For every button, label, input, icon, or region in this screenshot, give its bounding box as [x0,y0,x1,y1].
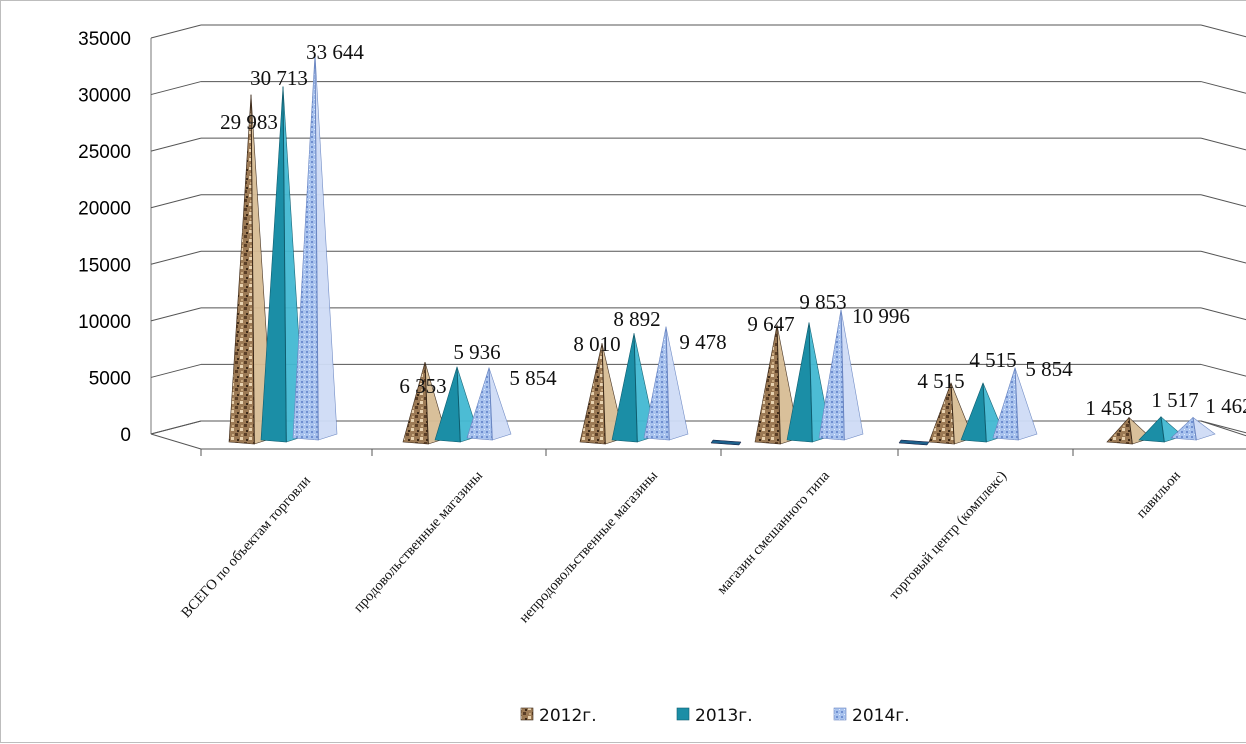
pyramid-edge [808,322,813,443]
data-label: 4 515 [969,348,1016,372]
data-label: 10 996 [852,304,910,328]
gridline-right-slant [1200,307,1246,321]
pyramid-edge [1128,417,1133,445]
data-label: 6 353 [399,374,446,398]
data-label: 9 853 [799,290,846,314]
y-tick-label: 0 [120,425,131,446]
data-label: 8 892 [613,307,660,331]
gridline-right-slant [1200,194,1246,207]
pyramid-edge [1192,417,1197,441]
pyramid-edge [282,86,287,443]
pyramid-left-face [818,309,845,441]
pyramid-edge [1160,416,1165,443]
gridline-slant [150,250,202,265]
pyramid-left-face [643,326,670,441]
data-label: 9 647 [747,312,794,336]
chart-marks [228,53,1216,446]
pyramid-edge [840,309,845,441]
legend-label: 2014г. [852,706,910,726]
y-tick-label: 35000 [78,29,131,50]
pyramid-edge [982,382,987,443]
floor-left-edge [150,433,202,450]
pyramid-edge [950,382,955,445]
pyramid-edge [776,324,781,445]
pyramid-left-face [579,343,606,445]
pyramid-left-face [260,86,287,443]
legend-swatch [676,707,690,721]
pyramid-left-face [466,367,493,441]
zero-marker [898,439,930,446]
zero-marker [710,439,742,446]
category-label: магазин смешанного типа [714,468,833,598]
pyramid-left-face [754,324,781,445]
gridline-slant [150,81,202,96]
pyramid-left-face [786,322,813,443]
data-label: 1 517 [1151,388,1198,412]
data-label: 29 983 [220,110,278,134]
data-label: 30 713 [250,66,308,90]
y-tick-label: 30000 [78,86,131,107]
y-tick-label: 25000 [78,142,131,163]
legend-swatch [833,707,847,721]
pyramid-edge [601,343,606,445]
category-label: ВСЕГО по объектам торговли [178,473,314,621]
data-label: 5 854 [509,366,557,390]
y-tick-label: 5000 [89,368,131,389]
gridline-right-slant [1200,250,1246,264]
legend-label: 2013г. [695,706,753,726]
data-label: 4 515 [917,369,964,393]
data-label: 9 478 [679,330,726,354]
category-label: продовольственные магазины [351,468,486,616]
pyramid-left-face [292,53,319,441]
y-tick-label: 10000 [78,312,131,333]
legend-label: 2012г. [539,706,597,726]
gridline-slant [150,194,202,209]
pyramid-edge [314,53,319,441]
gridline-slant [150,363,202,378]
y-tick-label: 20000 [78,199,131,220]
data-label: 33 644 [306,40,364,64]
category-label: павильон [1133,468,1184,522]
floor-back [150,420,1246,437]
gridline-right-slant [1200,137,1246,151]
data-label: 1 458 [1085,396,1132,420]
chart-grid [150,24,1246,456]
legend-swatch [520,707,534,721]
pyramid-edge [456,366,461,443]
gridline-slant [150,307,202,322]
y-tick-label: 15000 [78,255,131,276]
pyramid-edge [488,367,493,441]
pyramid-edge [633,333,638,443]
data-label: 5 936 [453,340,500,364]
gridline-slant [150,137,202,152]
gridline-slant [150,24,202,39]
data-label: 5 854 [1025,357,1073,381]
pyramid-left-face [960,382,987,443]
data-label: 8 010 [573,332,620,356]
pyramid-edge [1014,367,1019,441]
gridline-right-slant [1200,81,1246,94]
pyramid-left-face [228,94,255,445]
category-label: непродовольственные магазины [516,468,661,626]
data-label: 1 462 [1205,394,1246,418]
gridline-right-slant [1200,24,1246,38]
pyramid-edge [665,326,670,441]
chart-legend: 2012г. 2013г. 2014г. [520,706,910,726]
pyramid-edge [250,94,255,445]
pyramid-edge [424,362,429,445]
pyramid-left-face [992,367,1019,441]
category-label: торговый центр (комплекс) [886,468,1010,603]
gridline-right-slant [1200,363,1246,377]
